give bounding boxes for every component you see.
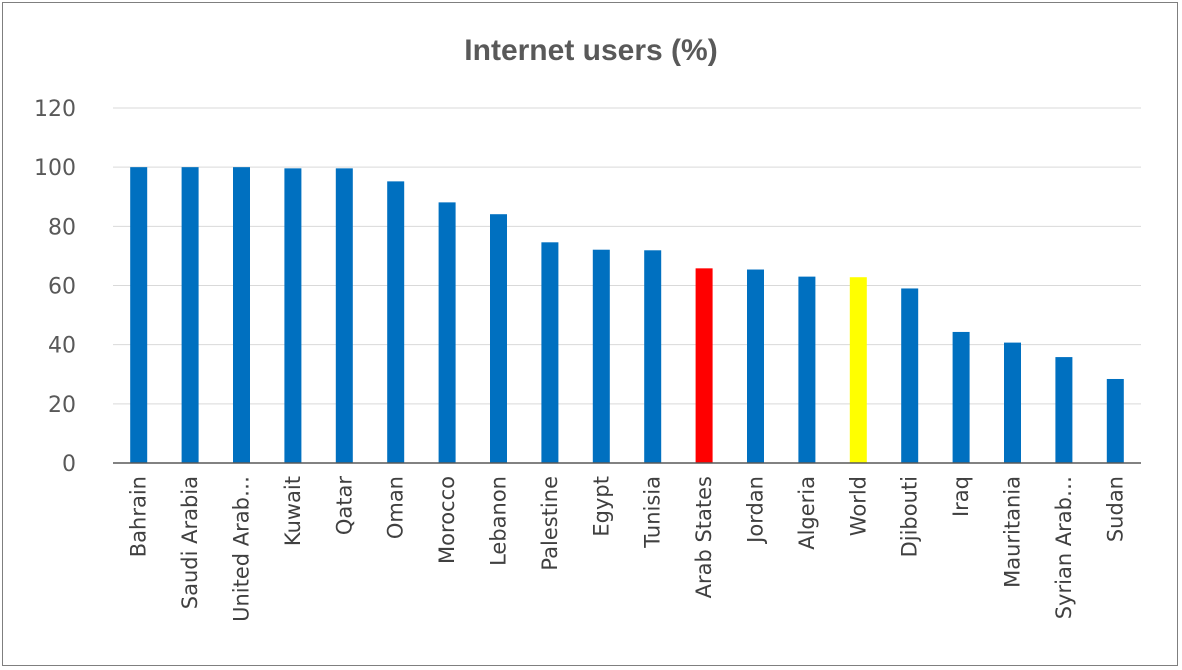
chart-title: Internet users (%)	[464, 34, 717, 67]
bar	[284, 168, 302, 463]
x-tick-label: Sudan	[1103, 476, 1127, 542]
x-tick-label: United Arab…	[230, 476, 254, 622]
x-tick-label: Palestine	[538, 476, 562, 571]
x-tick-label: World	[846, 476, 870, 536]
bar	[181, 167, 199, 463]
bar	[1055, 357, 1073, 463]
bar	[233, 167, 250, 463]
y-tick-label: 20	[48, 393, 76, 418]
y-tick-label: 40	[48, 334, 76, 359]
y-tick-label: 0	[62, 452, 76, 477]
x-tick-label: Saudi Arabia	[178, 476, 202, 609]
bar	[438, 202, 456, 463]
bar	[130, 167, 148, 463]
gridlines	[113, 107, 1141, 405]
bar	[901, 288, 919, 463]
y-tick-label: 80	[48, 215, 76, 240]
x-axis-labels: Bahrain Saudi Arabia United Arab… Kuwait Qat…	[127, 476, 1128, 622]
y-tick-label: 60	[48, 275, 76, 300]
bar	[1004, 342, 1021, 463]
x-tick-label: Jordan	[744, 476, 768, 545]
bar	[747, 269, 764, 463]
bar	[592, 249, 610, 463]
x-tick-label: Egypt	[589, 476, 613, 537]
y-tick-label: 100	[34, 156, 76, 181]
x-tick-label: Lebanon	[487, 476, 511, 566]
bars	[130, 167, 1124, 463]
bar	[798, 276, 816, 463]
bar	[541, 242, 559, 463]
x-tick-label: Algeria	[795, 476, 819, 550]
x-tick-label: Syrian Arab…	[1052, 476, 1076, 619]
x-tick-label: Bahrain	[127, 476, 151, 557]
y-axis-ticks: 0 20 40 60 80 100 120	[34, 97, 76, 477]
x-tick-label: Tunisia	[641, 476, 665, 549]
bar	[387, 181, 405, 463]
x-tick-label: Djibouti	[898, 476, 922, 557]
x-tick-label: Oman	[384, 476, 408, 539]
bar	[952, 331, 970, 463]
bar	[1106, 378, 1124, 463]
x-tick-label: Mauritania	[1001, 476, 1025, 588]
bar	[490, 214, 507, 463]
bar	[695, 268, 713, 463]
x-tick-label: Iraq	[949, 476, 973, 517]
bar	[849, 277, 867, 463]
bar	[335, 168, 353, 463]
bar	[644, 250, 662, 463]
x-tick-label: Arab States	[692, 476, 716, 598]
y-tick-label: 120	[34, 97, 76, 122]
x-tick-label: Kuwait	[281, 476, 305, 546]
x-tick-label: Qatar	[332, 476, 356, 536]
x-tick-label: Morocco	[435, 476, 459, 564]
